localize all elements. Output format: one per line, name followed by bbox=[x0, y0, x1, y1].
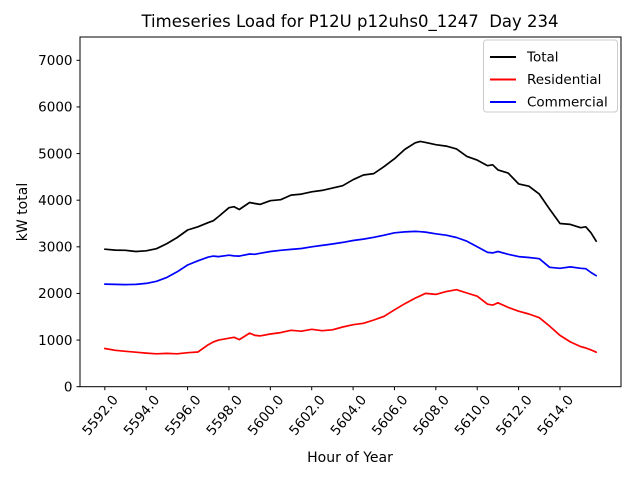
series-line-residential bbox=[103, 288, 598, 355]
legend-box bbox=[483, 39, 618, 113]
y-tick-label: 2000 bbox=[38, 286, 72, 302]
legend: Total Residential Commercial bbox=[483, 39, 618, 113]
y-tick-label: 3000 bbox=[38, 240, 72, 256]
x-tick-label: 5596.0 bbox=[162, 392, 205, 438]
y-tick-label: 0 bbox=[64, 380, 73, 396]
y-axis-label: kW total bbox=[15, 183, 31, 241]
y-tick-label: 1000 bbox=[38, 333, 72, 349]
x-tick-label: 5612.0 bbox=[493, 392, 536, 438]
series-line-commercial bbox=[103, 230, 598, 286]
series-line-total bbox=[103, 140, 598, 253]
x-tick-label: 5610.0 bbox=[452, 392, 495, 438]
x-tick-label: 5594.0 bbox=[121, 392, 164, 438]
plot-area-border bbox=[79, 36, 622, 388]
y-tick-label: 7000 bbox=[38, 53, 72, 69]
legend-label-commercial: Commercial bbox=[527, 95, 608, 111]
x-tick-label: 5614.0 bbox=[534, 392, 577, 438]
legend-label-total: Total bbox=[526, 50, 559, 66]
y-axis-ticks: 0 1000 2000 3000 4000 5000 6000 7000 bbox=[38, 53, 80, 396]
series-lines bbox=[103, 140, 598, 355]
x-tick-label: 5606.0 bbox=[369, 392, 412, 438]
y-tick-label: 5000 bbox=[38, 146, 72, 162]
x-tick-label: 5608.0 bbox=[410, 392, 453, 438]
legend-label-residential: Residential bbox=[527, 72, 601, 88]
chart-title: Timeseries Load for P12U p12uhs0_1247 Da… bbox=[140, 12, 558, 32]
x-tick-label: 5602.0 bbox=[286, 392, 329, 438]
x-axis-label: Hour of Year bbox=[307, 450, 393, 466]
x-axis-ticks: 5592.05594.05596.05598.05600.05602.05604… bbox=[79, 386, 577, 439]
y-tick-label: 6000 bbox=[38, 100, 72, 116]
x-tick-label: 5600.0 bbox=[245, 392, 288, 438]
x-tick-label: 5592.0 bbox=[79, 392, 122, 438]
x-tick-label: 5604.0 bbox=[328, 392, 371, 438]
x-tick-label: 5598.0 bbox=[203, 392, 246, 438]
y-tick-label: 4000 bbox=[38, 193, 72, 209]
